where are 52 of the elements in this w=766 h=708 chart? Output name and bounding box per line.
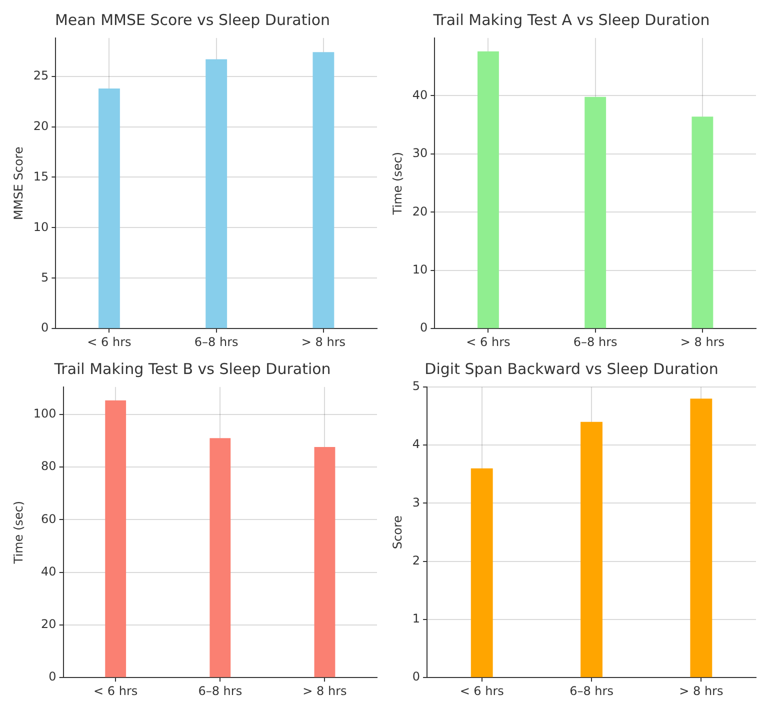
y-tick-label: 5	[412, 379, 420, 394]
chart-title: Mean MMSE Score vs Sleep Duration	[54, 10, 330, 29]
x-tick-label: 6–8 hrs	[194, 334, 238, 349]
bar	[584, 96, 606, 328]
bar	[692, 116, 714, 328]
bar	[312, 52, 334, 328]
y-tick-label: 20	[412, 204, 428, 218]
y-tick-label: 0	[412, 670, 420, 684]
y-axis-title: MMSE Score	[11, 146, 26, 220]
chart-title: Trail Making Test B vs Sleep Duration	[53, 360, 331, 378]
y-axis-title: Time (sec)	[390, 152, 404, 216]
x-tick-label: 6–8 hrs	[198, 684, 242, 698]
y-axis-title: Score	[390, 515, 404, 550]
x-tick-label: > 8 hrs	[680, 334, 724, 349]
bar	[470, 468, 493, 678]
y-tick-label: 1	[412, 612, 420, 626]
y-tick-label: 10	[33, 220, 49, 234]
y-tick-label: 3	[412, 495, 420, 510]
y-tick-label: 80	[41, 459, 56, 474]
x-tick-label: < 6 hrs	[466, 334, 510, 349]
x-tick-label: < 6 hrs	[94, 684, 138, 698]
x-tick-label: > 8 hrs	[302, 684, 347, 698]
y-tick-label: 30	[412, 146, 428, 160]
y-tick-label: 20	[33, 118, 49, 133]
bar	[580, 422, 602, 678]
x-tick-label: > 8 hrs	[679, 684, 724, 698]
y-tick-label: 0	[420, 320, 428, 335]
y-tick-label: 100	[33, 406, 56, 420]
chart-title: Digit Span Backward vs Sleep Duration	[424, 360, 718, 378]
y-tick-label: 15	[33, 169, 49, 184]
y-tick-label: 0	[41, 320, 49, 335]
y-tick-label: 0	[48, 670, 56, 684]
y-tick-label: 25	[33, 68, 49, 82]
y-tick-label: 40	[41, 564, 56, 578]
y-tick-label: 5	[41, 270, 49, 284]
x-tick-label: 6–8 hrs	[570, 684, 614, 698]
y-axis-title: Time (sec)	[11, 500, 26, 565]
y-tick-label: 60	[41, 512, 56, 526]
bar	[206, 59, 228, 328]
x-tick-label: 6–8 hrs	[573, 334, 618, 349]
bar	[98, 88, 120, 328]
y-tick-label: 40	[412, 88, 428, 102]
bar	[478, 51, 499, 328]
y-tick-label: 20	[41, 617, 56, 632]
y-tick-label: 4	[412, 437, 420, 452]
x-tick-label: < 6 hrs	[87, 334, 132, 349]
x-tick-label: > 8 hrs	[301, 334, 346, 349]
bar	[690, 398, 712, 678]
x-tick-label: < 6 hrs	[460, 684, 504, 698]
chart-title: Trail Making Test A vs Sleep Duration	[432, 10, 710, 29]
y-tick-label: 10	[412, 262, 428, 276]
y-tick-label: 2	[412, 553, 420, 568]
